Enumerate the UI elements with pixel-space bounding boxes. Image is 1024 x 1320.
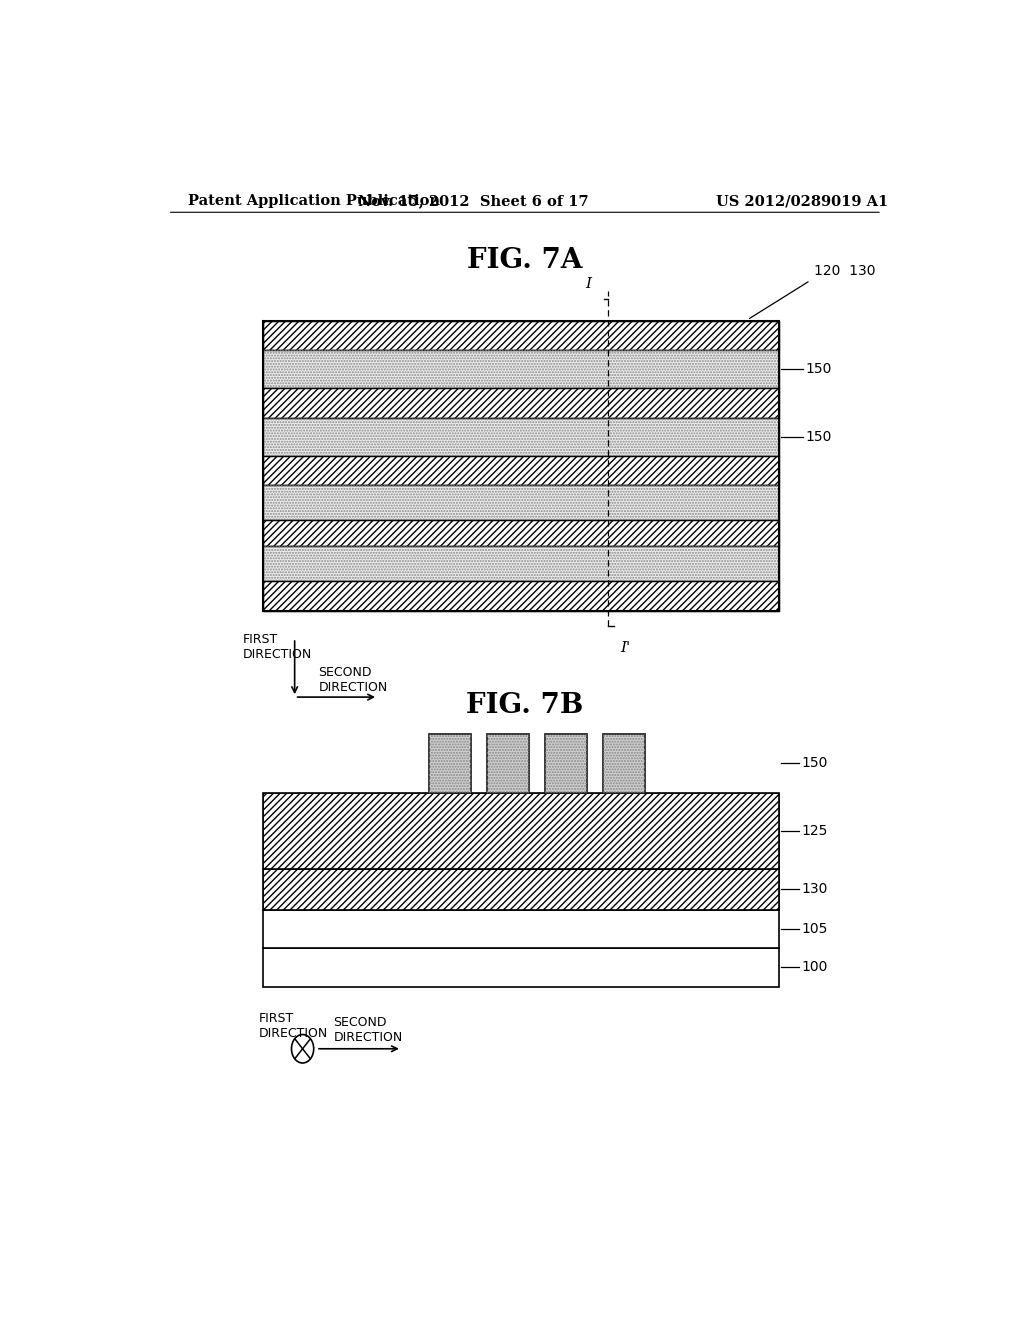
Text: FIRST
DIRECTION: FIRST DIRECTION	[259, 1012, 329, 1040]
Bar	[602, 734, 645, 792]
Text: Nov. 15, 2012  Sheet 6 of 17: Nov. 15, 2012 Sheet 6 of 17	[358, 194, 589, 209]
Bar	[263, 321, 778, 350]
Bar	[545, 734, 587, 792]
Bar	[263, 388, 778, 417]
Bar	[263, 581, 778, 611]
Bar	[263, 792, 778, 869]
Bar	[263, 388, 778, 417]
Bar	[263, 484, 778, 520]
Bar	[263, 455, 778, 484]
Bar	[429, 734, 471, 792]
Text: FIG. 7A: FIG. 7A	[467, 247, 583, 273]
Bar	[263, 869, 778, 909]
Text: 150: 150	[805, 362, 831, 376]
Text: FIG. 7B: FIG. 7B	[466, 692, 584, 718]
Text: FIRST
DIRECTION: FIRST DIRECTION	[243, 634, 312, 661]
Bar	[486, 734, 528, 792]
Text: 130: 130	[801, 882, 827, 896]
Text: 105: 105	[801, 921, 827, 936]
Bar	[602, 734, 645, 792]
Bar	[263, 546, 778, 581]
Bar	[263, 869, 778, 909]
Text: 100: 100	[801, 961, 827, 974]
Text: SECOND
DIRECTION: SECOND DIRECTION	[334, 1015, 402, 1044]
Bar	[263, 520, 778, 546]
Bar	[263, 417, 778, 455]
Bar	[429, 734, 471, 792]
Text: I': I'	[621, 642, 631, 655]
Bar	[263, 581, 778, 611]
Bar	[545, 734, 587, 792]
Bar	[263, 350, 778, 388]
Bar	[263, 484, 778, 520]
Text: SECOND
DIRECTION: SECOND DIRECTION	[318, 667, 388, 694]
Text: 150: 150	[801, 756, 827, 770]
Text: Patent Application Publication: Patent Application Publication	[187, 194, 439, 209]
Text: 125: 125	[801, 824, 827, 838]
Text: US 2012/0289019 A1: US 2012/0289019 A1	[717, 194, 889, 209]
Bar	[263, 321, 778, 611]
Bar	[486, 734, 528, 792]
Bar	[263, 948, 778, 987]
Text: I: I	[586, 276, 591, 290]
Bar	[263, 321, 778, 350]
Text: 150: 150	[805, 429, 831, 444]
Text: 120  130: 120 130	[814, 264, 876, 279]
Bar	[263, 520, 778, 546]
Bar	[263, 792, 778, 869]
Bar	[263, 417, 778, 455]
Bar	[263, 546, 778, 581]
Bar	[263, 909, 778, 948]
Bar	[263, 350, 778, 388]
Bar	[263, 455, 778, 484]
